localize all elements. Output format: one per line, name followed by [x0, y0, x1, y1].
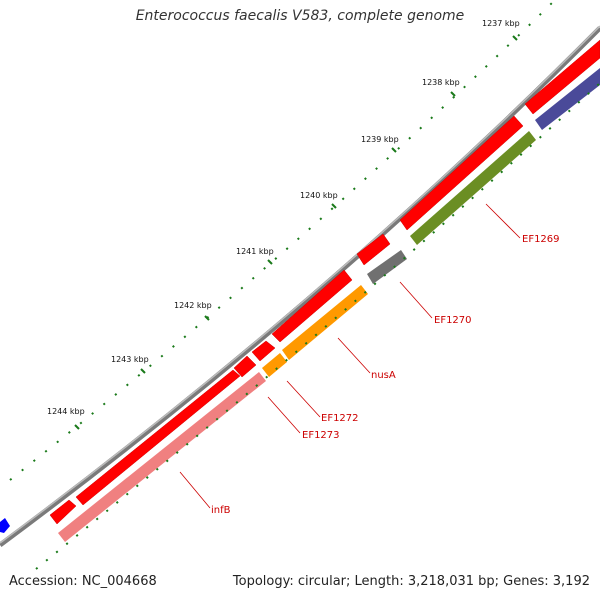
backbone-highlight: [0, 25, 600, 544]
leader-EF1272: [286, 380, 321, 418]
gene-blue-top: [535, 68, 600, 130]
leader-EF1270: [399, 281, 433, 319]
kbp-label-1237: 1237 kbp: [482, 19, 520, 28]
leader-EF1273: [267, 396, 301, 434]
leader-infB: [179, 471, 211, 509]
gene-label-EF1270: EF1270: [434, 315, 472, 326]
forward-cds-track: [49, 39, 600, 525]
leader-EF1269: [485, 203, 521, 239]
kbp-tick: [204, 315, 210, 321]
kbp-ticks: [74, 35, 518, 430]
gene-nusA: [282, 285, 368, 360]
gene-label-infB: infB: [211, 505, 231, 516]
gene-partial-blue: [0, 518, 10, 533]
kbp-label-1244: 1244 kbp: [47, 407, 85, 416]
gene-leaders: [179, 203, 521, 509]
kbp-tick: [391, 147, 397, 153]
gene-label-EF1272: EF1272: [321, 413, 359, 424]
kbp-tick: [140, 368, 146, 374]
cds-arrow-5: [271, 269, 353, 343]
cds-arrow-3: [233, 355, 257, 378]
gene-EF1273: [262, 353, 287, 377]
kbp-tick: [450, 91, 456, 97]
genome-summary-text: Topology: circular; Length: 3,218,031 bp…: [232, 574, 590, 589]
cds-arrow-8: [524, 39, 600, 115]
gene-EF1270: [367, 250, 407, 284]
map-title: Enterococcus faecalis V583, complete gen…: [135, 8, 465, 24]
kbp-label-1242: 1242 kbp: [174, 301, 212, 310]
kbp-label-1240: 1240 kbp: [300, 191, 338, 200]
kbp-label-1241: 1241 kbp: [236, 247, 274, 256]
cds-arrow-1: [49, 499, 77, 525]
cds-arrow-7: [399, 115, 524, 231]
gene-track: [58, 68, 600, 542]
kbp-tick: [267, 259, 273, 265]
leader-nusA: [337, 337, 371, 374]
kbp-tick: [74, 424, 80, 430]
cds-arrow-6: [356, 233, 391, 266]
backbone-line: [0, 26, 600, 548]
gene-EF1269: [410, 131, 536, 245]
gene-label-nusA: nusA: [371, 370, 396, 381]
cds-arrow-2: [75, 369, 241, 506]
gene-infB: [58, 372, 266, 542]
gene-label-EF1269: EF1269: [522, 234, 560, 245]
accession-text: Accession: NC_004668: [9, 574, 157, 589]
kbp-label-1239: 1239 kbp: [361, 135, 399, 144]
kbp-tick: [331, 203, 337, 209]
tick-track-outer: [9, 0, 556, 481]
gene-label-EF1273: EF1273: [302, 430, 340, 441]
cds-arrow-4: [251, 340, 276, 362]
kbp-tick: [512, 35, 518, 41]
kbp-label-1238: 1238 kbp: [422, 78, 460, 87]
kbp-label-1243: 1243 kbp: [111, 355, 149, 364]
